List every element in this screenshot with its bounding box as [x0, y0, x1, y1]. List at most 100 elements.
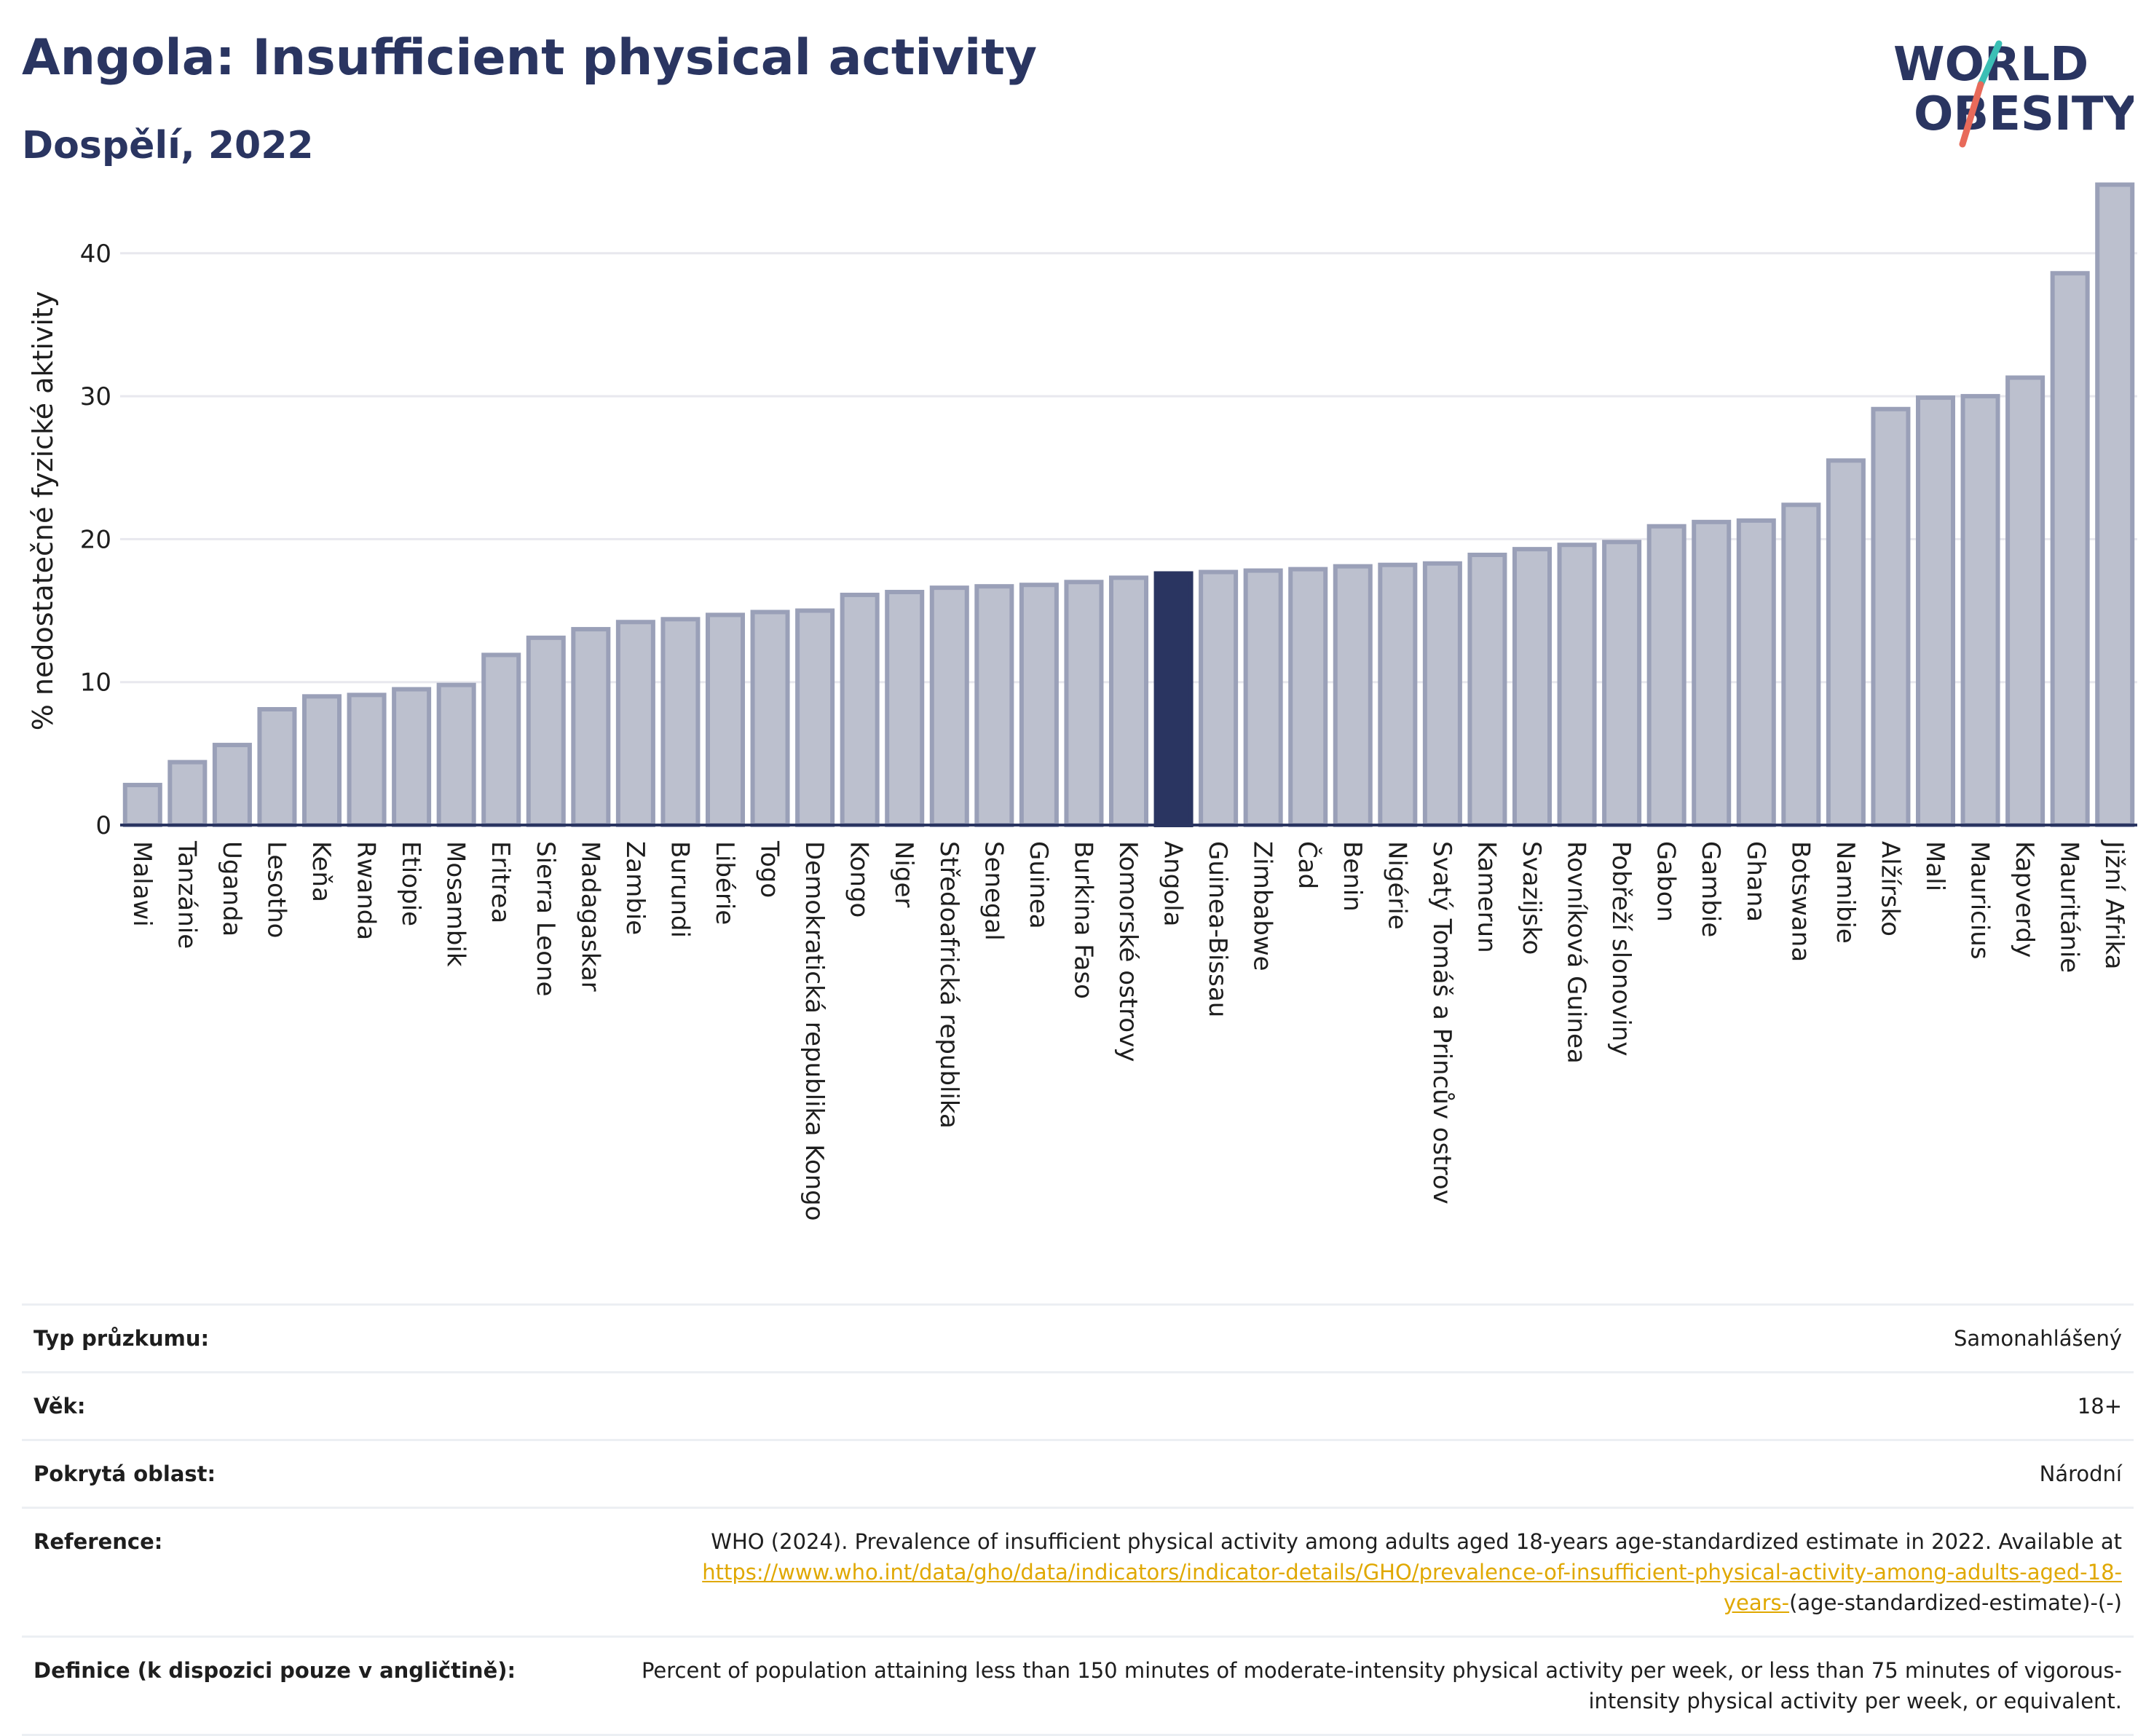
x-category-label: Kamerun — [1472, 841, 1501, 953]
y-axis-label: % nedostatečné fyzické aktivity — [27, 291, 59, 731]
age-value: 18+ — [628, 1371, 2134, 1440]
bar — [1288, 567, 1328, 828]
bar — [1378, 562, 1418, 827]
x-category-label: Pobřeží slonoviny — [1606, 841, 1636, 1056]
bar — [481, 652, 521, 827]
x-category-label: Uganda — [217, 841, 246, 936]
x-category-label: Mauricius — [1965, 841, 1995, 960]
x-category-label: Středoafrická republika — [934, 841, 963, 1129]
y-tick-labels: 0 10 20 30 40 — [80, 240, 111, 840]
reference-text: WHO (2024). Prevalence of insufficient p… — [711, 1529, 2122, 1554]
logo-line2: OBESITY — [1914, 87, 2134, 141]
bar — [1199, 569, 1239, 828]
bar — [1871, 406, 1911, 827]
page-title: Angola: Insufficient physical activity — [22, 29, 1038, 87]
bars — [122, 182, 2135, 828]
bar — [1826, 458, 1866, 827]
page-subtitle: Dospělí, 2022 — [22, 124, 314, 167]
x-category-label: Lesotho — [261, 841, 291, 938]
bar — [1243, 568, 1283, 827]
x-category-label: Tanzánie — [172, 840, 201, 949]
x-category-label: Botswana — [1786, 841, 1815, 962]
info-row-coverage: Pokrytá oblast: Národní — [22, 1439, 2134, 1508]
x-category-label: Mauritánie — [2055, 841, 2084, 973]
logo-slash-teal — [1977, 40, 2003, 88]
bar — [750, 609, 790, 827]
reference-label: Reference: — [22, 1507, 628, 1637]
y-tick-label: 10 — [80, 668, 111, 698]
x-category-label: Svazijsko — [1517, 841, 1546, 955]
x-category-label: Burkina Faso — [1068, 841, 1097, 999]
bar — [2050, 271, 2090, 828]
y-tick-label: 30 — [80, 382, 111, 411]
x-category-label: Ghana — [1741, 841, 1770, 922]
x-category-label: Mali — [1920, 841, 1949, 891]
x-category-label: Libérie — [710, 841, 739, 925]
y-tick-label: 40 — [80, 240, 111, 269]
bar — [122, 783, 162, 828]
x-category-label: Etiopie — [396, 841, 425, 926]
reference-suffix: (age-standardized-estimate)-(-) — [1789, 1590, 2122, 1615]
x-category-label: Demokratická republika Kongo — [800, 841, 829, 1221]
x-category-label: Kapverdy — [2010, 841, 2039, 958]
x-category-label: Nigérie — [1382, 841, 1411, 930]
bar — [301, 694, 342, 828]
logo-slash-coral — [1959, 81, 1984, 148]
x-category-label: Niger — [889, 841, 918, 907]
bar-chart: 0 10 20 30 40 Malawi Tanzánie Uganda Lesotho Keň… — [27, 182, 2137, 1221]
coverage-label: Pokrytá oblast: — [22, 1439, 628, 1508]
x-category-label: Zambie — [620, 841, 650, 935]
bar — [1692, 519, 1732, 827]
bar — [705, 612, 746, 827]
bar — [974, 584, 1014, 827]
x-category-label: Senegal — [979, 841, 1008, 941]
bar — [1467, 552, 1507, 828]
reference-link[interactable]: https://www.who.int/data/gho/data/indica… — [702, 1560, 2122, 1615]
bar — [885, 590, 925, 827]
coverage-value: Národní — [628, 1439, 2134, 1508]
survey-type-label: Typ průzkumu: — [22, 1303, 628, 1373]
bar — [392, 687, 432, 827]
x-category-label: Eritrea — [486, 841, 515, 923]
x-category-label: Burundi — [665, 841, 694, 938]
bar — [1422, 561, 1462, 828]
bar — [1019, 583, 1059, 827]
bar — [1064, 580, 1104, 827]
x-category-label: Malawi — [127, 841, 157, 927]
age-label: Věk: — [22, 1371, 628, 1440]
x-category-label: Sierra Leone — [531, 841, 560, 996]
x-category-label: Kongo — [845, 841, 874, 918]
bar — [1602, 540, 1642, 827]
x-category-label: Rwanda — [352, 841, 381, 940]
bar — [840, 592, 880, 827]
world-obesity-logo: WORLD OBESITY — [1893, 38, 2134, 148]
bar — [257, 706, 297, 827]
bar — [615, 620, 655, 827]
bar — [2005, 375, 2045, 827]
bar — [1915, 395, 1956, 827]
x-category-label: Madagaskar — [575, 841, 604, 992]
bar — [212, 743, 252, 828]
x-category-label: Angola — [1159, 841, 1188, 926]
x-category-label: Guinea-Bissau — [1203, 841, 1232, 1017]
x-category-label: Alžírsko — [1875, 841, 1904, 936]
x-category-label: Gambie — [1696, 841, 1725, 937]
bar — [1646, 524, 1686, 828]
info-table: Typ průzkumu: Samonahlášený Věk: 18+ Pok… — [22, 1303, 2134, 1736]
bar — [1736, 518, 1776, 828]
info-row-reference: Reference: WHO (2024). Prevalence of ins… — [22, 1507, 2134, 1637]
bar-highlight — [1153, 571, 1194, 827]
bar — [929, 585, 969, 827]
x-category-label: Rovníková Guinea — [1562, 841, 1591, 1064]
bar — [1108, 575, 1149, 828]
bar — [167, 760, 208, 828]
x-category-labels: Malawi Tanzánie Uganda Lesotho Keňa Rwanda Eti… — [127, 840, 2129, 1221]
bar — [795, 608, 835, 827]
x-category-label: Zimbabwe — [1248, 841, 1277, 971]
bar — [1557, 542, 1597, 827]
bar — [1333, 564, 1373, 828]
x-category-label: Gabon — [1652, 841, 1681, 922]
info-row-age: Věk: 18+ — [22, 1371, 2134, 1440]
x-category-label: Mosambik — [441, 841, 470, 967]
x-category-label: Komorské ostrovy — [1113, 841, 1143, 1062]
